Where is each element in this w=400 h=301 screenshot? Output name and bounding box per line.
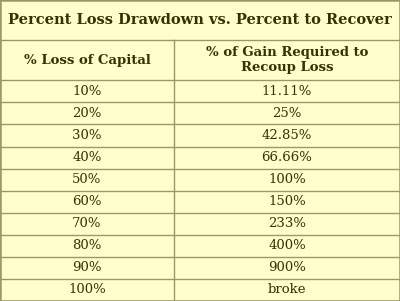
Text: 150%: 150% [268,195,306,208]
Text: 66.66%: 66.66% [262,151,312,164]
Text: 60%: 60% [72,195,102,208]
Text: 900%: 900% [268,261,306,275]
Text: 90%: 90% [72,261,102,275]
Text: 10%: 10% [72,85,102,98]
Text: 400%: 400% [268,239,306,252]
Text: % Loss of Capital: % Loss of Capital [24,54,150,67]
Text: Percent Loss Drawdown vs. Percent to Recover: Percent Loss Drawdown vs. Percent to Rec… [8,13,392,27]
Text: 25%: 25% [272,107,302,120]
Text: 42.85%: 42.85% [262,129,312,142]
Text: 100%: 100% [68,284,106,296]
Text: 70%: 70% [72,217,102,230]
Text: 50%: 50% [72,173,102,186]
Text: 11.11%: 11.11% [262,85,312,98]
Text: 80%: 80% [72,239,102,252]
Text: 30%: 30% [72,129,102,142]
Text: 20%: 20% [72,107,102,120]
Text: % of Gain Required to
Recoup Loss: % of Gain Required to Recoup Loss [206,46,368,74]
Text: 40%: 40% [72,151,102,164]
Text: 233%: 233% [268,217,306,230]
Text: broke: broke [268,284,306,296]
Text: 100%: 100% [268,173,306,186]
